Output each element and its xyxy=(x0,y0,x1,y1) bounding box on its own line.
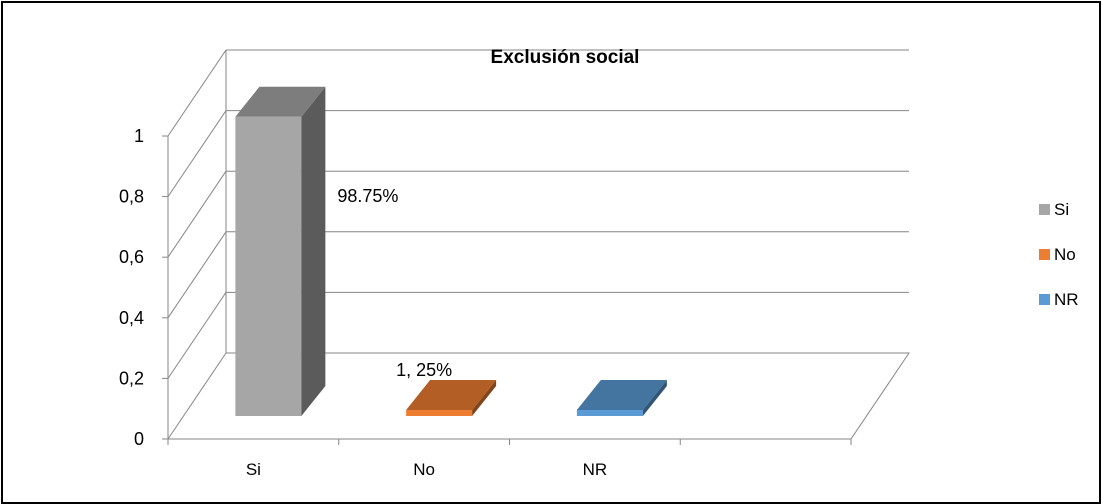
bar-side-face[interactable] xyxy=(642,380,667,416)
y-tick-label: 0,8 xyxy=(119,187,144,207)
legend-item-si[interactable]: Si xyxy=(1039,200,1069,219)
bar-no[interactable] xyxy=(406,380,497,416)
data-labels: 98.75% 1, 25% xyxy=(337,186,452,380)
bar-front-face[interactable] xyxy=(576,410,643,416)
category-label: NR xyxy=(583,460,608,479)
chart-title: Exclusión social xyxy=(491,47,640,68)
gridline-side xyxy=(167,110,227,197)
gridline-side xyxy=(167,170,227,258)
legend-item-no[interactable]: No xyxy=(1039,245,1076,264)
bar-front-face[interactable] xyxy=(235,116,302,416)
gridline-side xyxy=(167,352,227,440)
y-tick-label: 0,2 xyxy=(119,368,144,388)
category-label: No xyxy=(413,460,435,479)
legend-label: No xyxy=(1054,245,1076,264)
legend: Si No NR xyxy=(1039,200,1079,309)
y-tick-label: 0,4 xyxy=(119,308,144,328)
bar-front-face[interactable] xyxy=(406,410,473,416)
category-labels: Si No NR xyxy=(246,460,607,479)
bar-top-face[interactable] xyxy=(406,380,497,410)
bar-nr[interactable] xyxy=(576,380,667,416)
legend-label: Si xyxy=(1054,200,1069,219)
gridline-side xyxy=(167,49,227,137)
bars xyxy=(235,86,667,416)
y-tick-label: 1 xyxy=(134,126,144,146)
category-label: Si xyxy=(246,460,261,479)
legend-item-nr[interactable]: NR xyxy=(1039,290,1079,309)
bar-top-face[interactable] xyxy=(235,86,326,117)
legend-label: NR xyxy=(1054,290,1079,309)
axes xyxy=(162,50,910,445)
legend-swatch xyxy=(1039,249,1050,260)
bar-si[interactable] xyxy=(235,86,326,416)
legend-swatch xyxy=(1039,204,1050,215)
bar-top-face[interactable] xyxy=(576,380,667,410)
bar-side-face[interactable] xyxy=(472,380,497,416)
y-tick-labels: 0 0,2 0,4 0,6 0,8 1 xyxy=(119,126,144,449)
data-label: 1, 25% xyxy=(396,360,452,380)
y-tick-label: 0 xyxy=(134,429,144,449)
y-tick-label: 0,6 xyxy=(119,247,144,267)
bar-side-face[interactable] xyxy=(301,86,326,416)
gridline-side xyxy=(167,292,227,379)
data-label: 98.75% xyxy=(337,186,398,206)
legend-swatch xyxy=(1039,294,1050,305)
gridline-side xyxy=(167,231,227,319)
bar-chart: 0 0,2 0,4 0,6 0,8 1 Si No NR 98.75% 1, 25% Exclu… xyxy=(119,47,1079,479)
